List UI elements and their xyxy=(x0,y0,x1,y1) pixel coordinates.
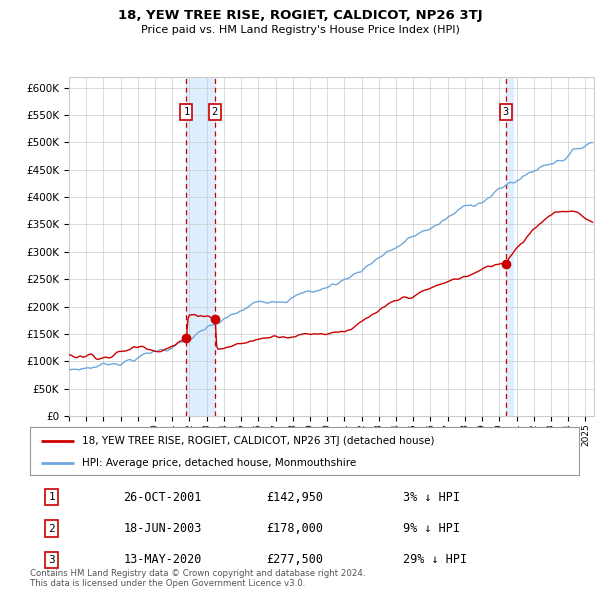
Text: 1: 1 xyxy=(49,493,55,502)
Text: 18, YEW TREE RISE, ROGIET, CALDICOT, NP26 3TJ: 18, YEW TREE RISE, ROGIET, CALDICOT, NP2… xyxy=(118,9,482,22)
Text: £277,500: £277,500 xyxy=(266,553,323,566)
Text: 3% ↓ HPI: 3% ↓ HPI xyxy=(403,491,460,504)
Text: Price paid vs. HM Land Registry's House Price Index (HPI): Price paid vs. HM Land Registry's House … xyxy=(140,25,460,35)
Text: 1: 1 xyxy=(183,107,190,117)
Text: HPI: Average price, detached house, Monmouthshire: HPI: Average price, detached house, Monm… xyxy=(82,458,356,468)
Text: Contains HM Land Registry data © Crown copyright and database right 2024.
This d: Contains HM Land Registry data © Crown c… xyxy=(30,569,365,588)
Text: 2: 2 xyxy=(211,107,218,117)
Text: £178,000: £178,000 xyxy=(266,522,323,535)
Text: 3: 3 xyxy=(503,107,509,117)
Text: 18-JUN-2003: 18-JUN-2003 xyxy=(124,522,202,535)
Text: 18, YEW TREE RISE, ROGIET, CALDICOT, NP26 3TJ (detached house): 18, YEW TREE RISE, ROGIET, CALDICOT, NP2… xyxy=(82,436,434,446)
Bar xyxy=(187,77,215,416)
Text: 9% ↓ HPI: 9% ↓ HPI xyxy=(403,522,460,535)
Text: 3: 3 xyxy=(49,555,55,565)
Text: 13-MAY-2020: 13-MAY-2020 xyxy=(124,553,202,566)
Bar xyxy=(506,77,513,416)
Text: 29% ↓ HPI: 29% ↓ HPI xyxy=(403,553,467,566)
Text: 26-OCT-2001: 26-OCT-2001 xyxy=(124,491,202,504)
Text: 2: 2 xyxy=(49,523,55,533)
Text: £142,950: £142,950 xyxy=(266,491,323,504)
